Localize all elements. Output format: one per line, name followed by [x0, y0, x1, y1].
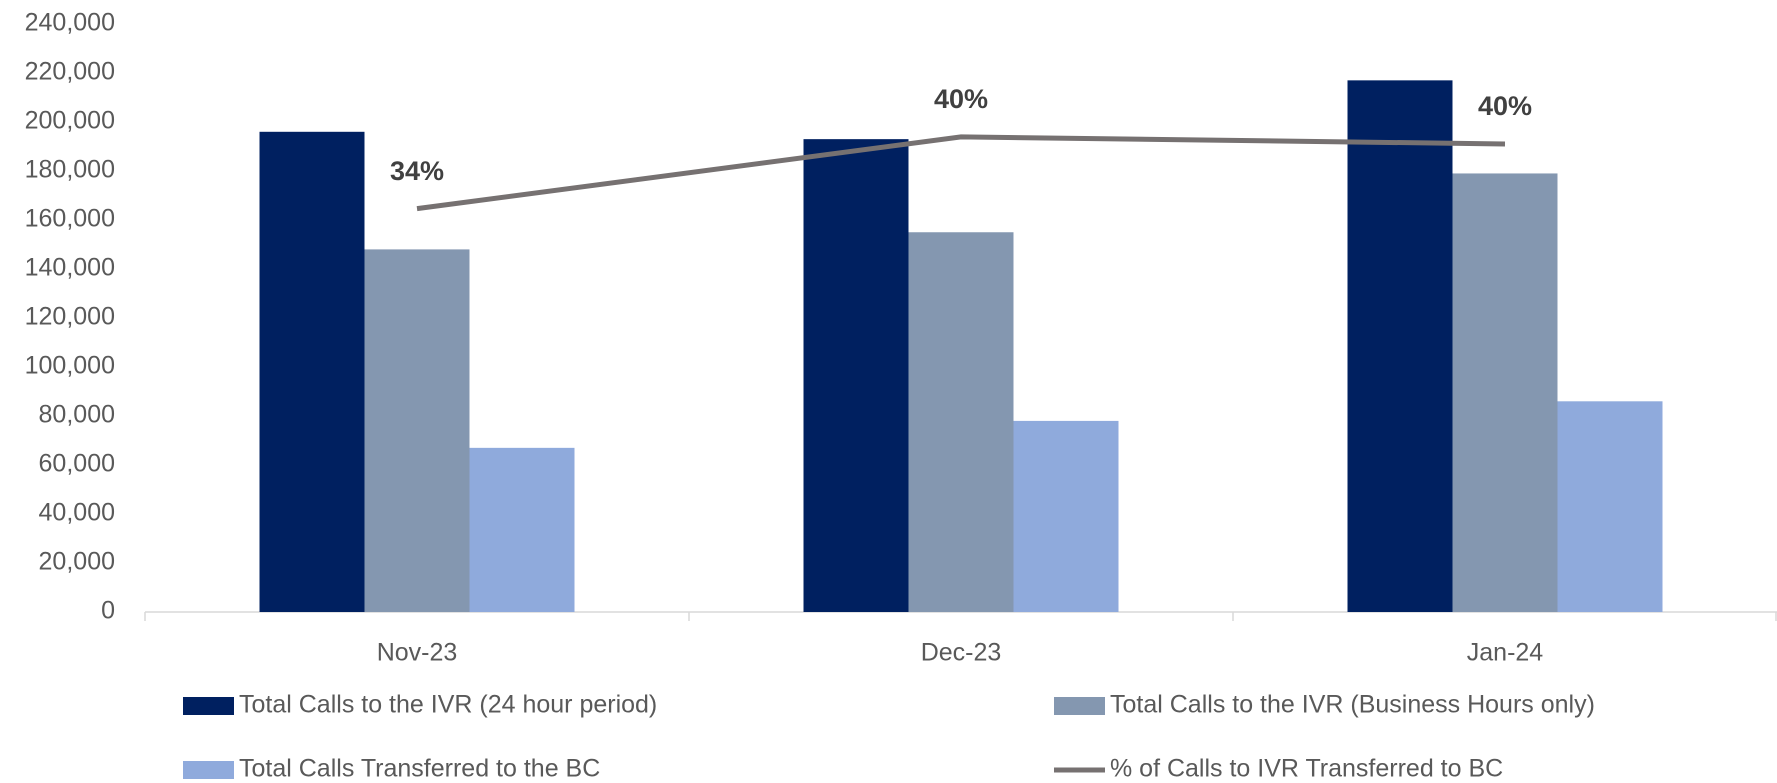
- bar: [908, 232, 1014, 612]
- legend-label: Total Calls to the IVR (Business Hours o…: [1110, 691, 1595, 719]
- y-tick-label: 140,000: [25, 254, 115, 282]
- line: [416, 134, 1506, 212]
- y-tick-label: 20,000: [39, 548, 115, 576]
- y-tick-label: 0: [101, 597, 115, 625]
- y-tick-label: 240,000: [25, 9, 115, 37]
- legend-label: Total Calls to the IVR (24 hour period): [239, 691, 657, 719]
- data-label: 40%: [1478, 91, 1532, 121]
- y-tick-label: 180,000: [25, 156, 115, 184]
- legend-swatch: [1054, 697, 1105, 715]
- y-tick-label: 100,000: [25, 352, 115, 380]
- legend-swatch: [183, 761, 234, 779]
- bar: [803, 139, 909, 612]
- bar: [364, 249, 470, 612]
- x-tick-label: Jan-24: [1467, 639, 1544, 667]
- data-label: 34%: [390, 156, 444, 186]
- data-label: 40%: [934, 84, 988, 114]
- bar: [469, 447, 575, 612]
- bar: [1013, 420, 1119, 612]
- x-tick-label: Dec-23: [921, 639, 1002, 667]
- bar: [259, 131, 365, 613]
- bar: [1347, 80, 1453, 613]
- y-tick-label: 80,000: [39, 401, 115, 429]
- y-tick-label: 200,000: [25, 107, 115, 135]
- bar: [1557, 401, 1663, 612]
- y-tick-label: 120,000: [25, 303, 115, 331]
- x-tick-label: Nov-23: [377, 639, 458, 667]
- legend-label: % of Calls to IVR Transferred to BC: [1110, 755, 1503, 783]
- bar: [1452, 173, 1558, 612]
- legend-swatch: [183, 697, 234, 715]
- y-tick-label: 220,000: [25, 58, 115, 86]
- legend-label: Total Calls Transferred to the BC: [239, 755, 600, 783]
- y-tick-label: 40,000: [39, 499, 115, 527]
- y-tick-label: 60,000: [39, 450, 115, 478]
- y-tick-label: 160,000: [25, 205, 115, 233]
